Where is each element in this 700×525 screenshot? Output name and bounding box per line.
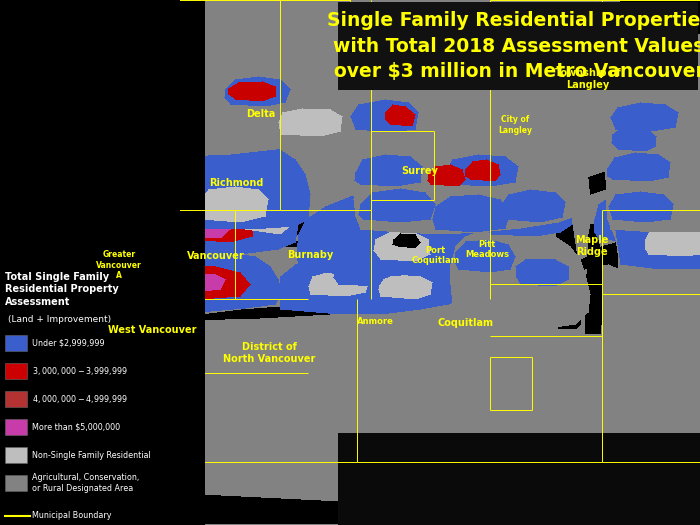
Text: More than $5,000,000: More than $5,000,000 xyxy=(32,423,120,432)
Bar xyxy=(5,391,27,407)
Text: Vancouver: Vancouver xyxy=(187,251,244,261)
Text: Surrey: Surrey xyxy=(402,165,438,176)
Text: Coquitlam: Coquitlam xyxy=(438,318,494,328)
Text: Greater
Vancouver
A: Greater Vancouver A xyxy=(96,250,142,280)
Text: Under $2,999,999: Under $2,999,999 xyxy=(32,339,104,348)
Bar xyxy=(0,0,180,263)
Bar xyxy=(5,447,27,463)
Text: Agricultural, Conservation,
or Rural Designated Area: Agricultural, Conservation, or Rural Des… xyxy=(32,474,139,492)
Text: Anmore: Anmore xyxy=(357,317,393,326)
Bar xyxy=(5,475,27,491)
Text: West Vancouver: West Vancouver xyxy=(108,324,197,335)
FancyBboxPatch shape xyxy=(338,2,698,90)
Text: Delta: Delta xyxy=(246,109,276,120)
Text: Port
Coquitlam: Port Coquitlam xyxy=(412,246,459,265)
Text: Non-Single Family Residential: Non-Single Family Residential xyxy=(32,450,150,459)
Bar xyxy=(0,262,205,525)
Bar xyxy=(5,363,27,379)
Text: $4,000,000 - $4,999,999: $4,000,000 - $4,999,999 xyxy=(32,393,128,405)
Text: Municipal Boundary: Municipal Boundary xyxy=(32,511,111,520)
Text: District of
North Vancouver: District of North Vancouver xyxy=(223,342,316,364)
Text: Single Family Residential Properties
with Total 2018 Assessment Values
over $3 m: Single Family Residential Properties wit… xyxy=(327,12,700,80)
Text: (Land + Improvement): (Land + Improvement) xyxy=(8,315,111,324)
Text: Township of
Langley: Township of Langley xyxy=(555,68,621,90)
Text: Pitt
Meadows: Pitt Meadows xyxy=(466,240,509,259)
Bar xyxy=(5,419,27,435)
Text: Burnaby: Burnaby xyxy=(287,249,333,260)
Text: $3,000,000 - $3,999,999: $3,000,000 - $3,999,999 xyxy=(32,365,128,377)
Bar xyxy=(5,335,27,351)
Text: Maple
Ridge: Maple Ridge xyxy=(575,235,608,257)
Text: Richmond: Richmond xyxy=(209,177,264,188)
Text: Total Single Family
Residential Property
Assessment: Total Single Family Residential Property… xyxy=(5,272,119,307)
Text: City of
Langley: City of Langley xyxy=(498,116,532,134)
